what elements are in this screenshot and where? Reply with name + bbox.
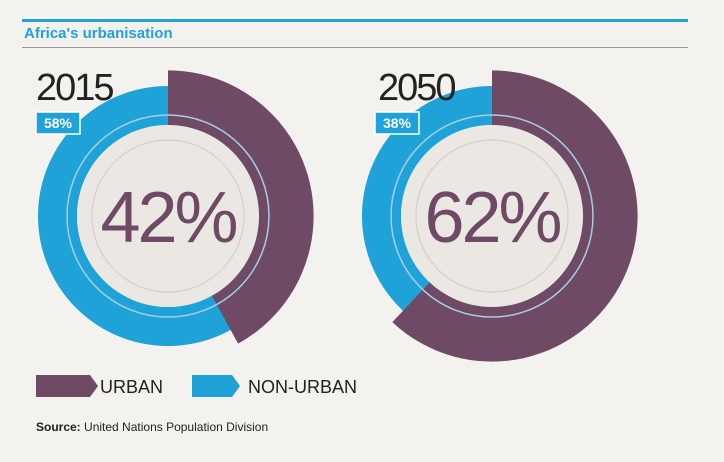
legend-label-urban: URBAN: [100, 377, 163, 397]
urban-arc-2015: [168, 70, 314, 344]
legend-swatch-non-urban: [192, 375, 240, 397]
source-note: Source: United Nations Population Divisi…: [36, 420, 268, 434]
year-label-2015: 2015: [36, 67, 113, 109]
donut-chart-2050: 62% 2050 38%: [361, 67, 638, 362]
inner-ring-outline-2015: [66, 114, 270, 318]
legend-swatch-urban: [36, 375, 98, 397]
urban-arc-2050: [392, 70, 638, 362]
inner-ring-outline-2-2050: [415, 139, 569, 293]
source-text: United Nations Population Division: [84, 420, 269, 434]
non-urban-badge-2050: [374, 111, 420, 135]
non-urban-badge-value-2015: 58%: [44, 115, 73, 131]
title-divider: [22, 47, 688, 48]
inner-disc-2050: [401, 125, 583, 307]
inner-ring-outline-2050: [390, 114, 594, 318]
inner-disc-2015: [77, 125, 259, 307]
chart-title: Africa's urbanisation: [24, 25, 173, 42]
donut-chart-2015: 42% 2015 58%: [35, 67, 314, 346]
inner-ring-outline-2-2015: [91, 139, 245, 293]
legend-label-non-urban: NON-URBAN: [248, 377, 357, 397]
legend: URBAN NON-URBAN: [36, 375, 357, 397]
non-urban-badge-2015: [35, 111, 81, 135]
non-urban-badge-value-2050: 38%: [383, 115, 412, 131]
urban-value-2015: 42%: [100, 178, 236, 258]
top-accent-rule: [22, 19, 688, 22]
year-label-2050: 2050: [378, 67, 455, 109]
urban-value-2050: 62%: [424, 178, 560, 258]
source-label: Source:: [36, 420, 81, 434]
